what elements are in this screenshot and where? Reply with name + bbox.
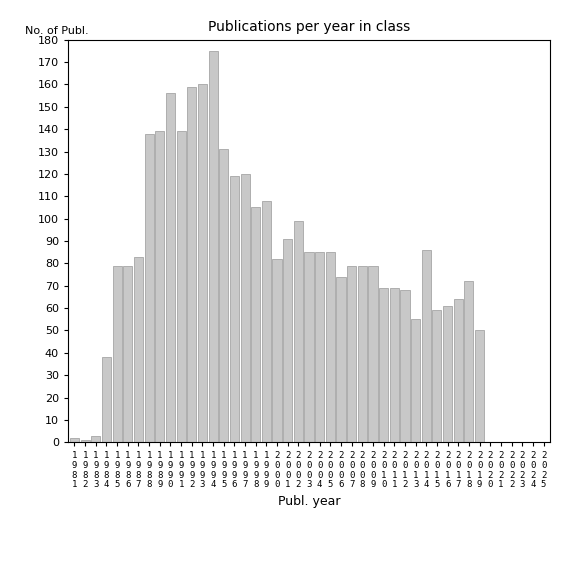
Bar	[187, 87, 196, 442]
Bar	[209, 51, 218, 442]
Bar	[454, 299, 463, 442]
Bar	[326, 252, 335, 442]
Bar	[166, 94, 175, 442]
Bar	[369, 265, 378, 442]
Bar	[219, 149, 229, 442]
Bar	[422, 250, 431, 442]
Bar	[155, 132, 164, 442]
Bar	[400, 290, 409, 442]
Bar	[475, 331, 484, 442]
Bar	[113, 265, 121, 442]
Bar	[251, 208, 260, 442]
Bar	[390, 288, 399, 442]
Bar	[443, 306, 452, 442]
Bar	[240, 174, 249, 442]
Bar	[464, 281, 473, 442]
Title: Publications per year in class: Publications per year in class	[208, 20, 410, 35]
Bar	[70, 438, 79, 442]
Bar	[102, 357, 111, 442]
Bar	[304, 252, 314, 442]
Bar	[230, 176, 239, 442]
Bar	[358, 265, 367, 442]
Bar	[198, 84, 207, 442]
Bar	[91, 435, 100, 442]
Bar	[262, 201, 271, 442]
Bar	[123, 265, 132, 442]
Bar	[294, 221, 303, 442]
Bar	[134, 257, 143, 442]
Text: No. of Publ.: No. of Publ.	[24, 26, 88, 36]
X-axis label: Publ. year: Publ. year	[278, 495, 340, 508]
Bar	[347, 265, 356, 442]
Bar	[379, 288, 388, 442]
Bar	[283, 239, 292, 442]
Bar	[411, 319, 420, 442]
Bar	[336, 277, 345, 442]
Bar	[273, 259, 282, 442]
Bar	[81, 440, 90, 442]
Bar	[315, 252, 324, 442]
Bar	[433, 310, 442, 442]
Bar	[176, 132, 185, 442]
Bar	[145, 134, 154, 442]
